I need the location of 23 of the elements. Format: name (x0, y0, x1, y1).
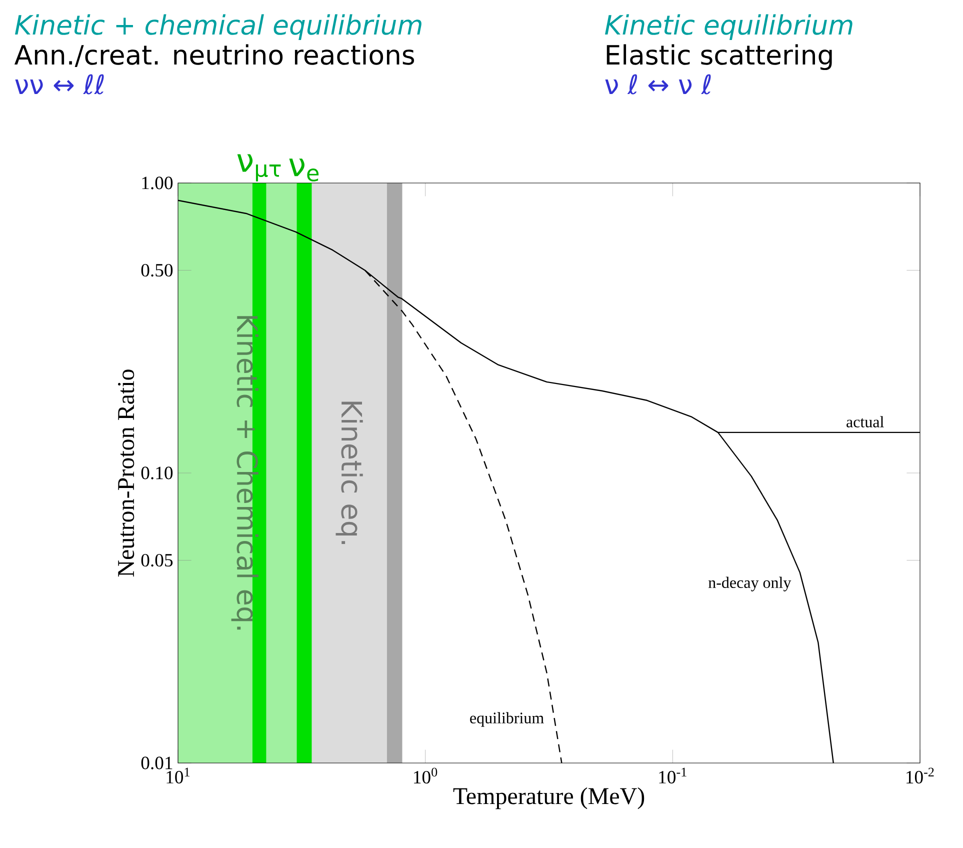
text: Kinetic equilibrium (604, 14, 852, 40)
band-label: Kinetic + Chemical eq. (231, 316, 258, 630)
x-tick-label: 10$^{0}$ (414, 768, 438, 784)
y-tick-label: 0.01 (141, 756, 172, 770)
y-tick-label: 0.05 (141, 554, 173, 567)
text: Ann./creat. neutrino reactions (14, 44, 414, 67)
y-tick-label: 0.50 (141, 264, 173, 277)
text: Elastic scattering (606, 44, 832, 70)
x-axis-title: Temperature (MeV) (453, 787, 644, 810)
y-tick-label: 0.10 (141, 466, 173, 480)
text: ν ℓ ↔ ν ℓ (605, 74, 711, 94)
band-label: Kinetic eq. (336, 402, 363, 544)
x-tick-label: 10$^{-1}$ (659, 768, 686, 784)
series-label: n-decay only (708, 576, 792, 592)
y-axis-title: Neutron-Proton Ratio (118, 370, 134, 577)
x-tick-label: 10$^{-2}$ (906, 768, 934, 784)
band-label: ν$_{e}$ (289, 158, 319, 182)
band-label: ν$_{μτ}$ (237, 154, 281, 182)
text: νν ↔ ℓℓ (15, 74, 104, 94)
series-label: actual (846, 416, 884, 428)
y-tick-label: 1.00 (142, 176, 173, 190)
text: Kinetic + chemical equilibrium (14, 14, 422, 40)
series-label: equilibrium (470, 712, 544, 727)
